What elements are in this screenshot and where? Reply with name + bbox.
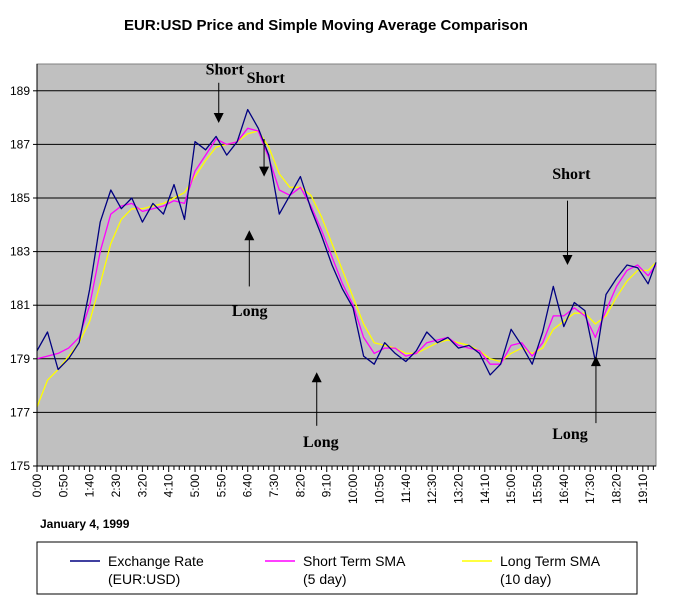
annotation-arrow-head [244,230,255,241]
legend-label: Long Term SMA [500,553,601,569]
xtick-label: 5:50 [214,474,228,498]
ytick-label: 175 [10,459,30,473]
xtick-label: 7:30 [267,474,281,498]
annotation-long-label: Long [303,434,339,451]
annotation-long-label: Long [232,303,268,320]
annotation-arrow-head [259,166,270,177]
xtick-label: 0:50 [56,474,70,498]
ytick-label: 181 [10,298,30,312]
xtick-label: 15:50 [530,474,544,504]
ytick-label: 187 [10,137,30,151]
annotation-short-label: Short [552,166,591,183]
xtick-label: 14:10 [478,474,492,504]
legend-label: Short Term SMA [303,553,406,569]
date-label: January 4, 1999 [40,517,130,531]
xtick-label: 2:30 [109,474,123,498]
annotation-arrow-head [590,356,601,367]
xtick-label: 18:20 [609,474,623,504]
xtick-label: 10:50 [372,474,386,504]
annotation-arrow-head [311,372,322,383]
series-line-exchange-rate [36,108,657,376]
xtick-label: 16:40 [557,474,571,504]
series-line-short-sma [36,127,657,365]
xtick-label: 11:40 [399,474,413,503]
ytick-label: 177 [10,405,30,419]
ytick-label: 185 [10,191,30,205]
legend-box [36,541,638,595]
xtick-label: 9:10 [320,474,334,498]
xtick-label: 12:30 [425,474,439,504]
xtick-label: 6:40 [241,474,255,498]
xtick-label: 8:20 [293,474,307,498]
plot-area [36,63,657,467]
legend-sublabel: (EUR:USD) [108,571,180,587]
legend-sublabel: (5 day) [303,571,347,587]
legend-label: Exchange Rate [108,553,204,569]
xtick-label: 17:30 [583,474,597,504]
annotation-short-label: Short [206,62,245,79]
xtick-label: 4:10 [162,474,176,498]
ytick-label: 189 [10,84,30,98]
xtick-label: 0:00 [30,474,44,498]
annotation-arrow-head [213,113,224,123]
xtick-label: 1:40 [83,474,97,498]
ytick-label: 183 [10,245,30,259]
ytick-label: 179 [10,352,30,366]
xtick-label: 3:20 [135,474,149,498]
series-line-long-sma [36,130,657,408]
annotation-long-label: Long [552,426,588,443]
legend-sublabel: (10 day) [500,571,551,587]
chart-title: EUR:USD Price and Simple Moving Average … [124,17,528,34]
xtick-label: 10:00 [346,474,360,504]
xtick-label: 19:10 [636,474,650,504]
annotation-arrow-head [562,255,573,265]
xtick-label: 13:20 [451,474,465,504]
annotation-short-label: Short [247,70,286,87]
xtick-label: 5:00 [188,474,202,498]
xtick-label: 15:00 [504,474,518,504]
